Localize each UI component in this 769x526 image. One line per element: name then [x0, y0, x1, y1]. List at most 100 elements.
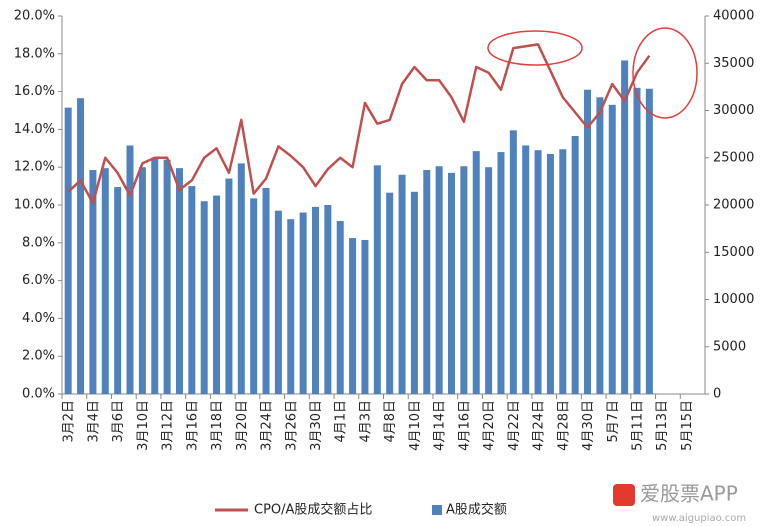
- watermark: 爱股票APP: [640, 482, 738, 506]
- highlight-ellipse: [632, 27, 698, 119]
- x-tick-label: 3月16日: [185, 400, 200, 451]
- y2-tick-label: 10000: [713, 292, 754, 307]
- bar: [250, 198, 258, 394]
- bar: [175, 168, 183, 394]
- x-tick-label: 4月28日: [556, 400, 571, 451]
- bar: [361, 239, 369, 394]
- bar: [188, 186, 196, 394]
- x-tick-label: 3月18日: [210, 400, 225, 451]
- x-tick-label: 3月10日: [136, 400, 151, 451]
- bar: [373, 165, 381, 394]
- bar: [509, 130, 517, 394]
- y-tick-label: 0.0%: [22, 387, 55, 402]
- y2-tick-label: 5000: [713, 339, 746, 354]
- bar: [200, 201, 208, 394]
- y-tick-label: 6.0%: [22, 273, 55, 288]
- x-tick-label: 4月8日: [383, 400, 398, 443]
- watermark-url: www.aigupiao.com: [652, 513, 746, 524]
- bar: [274, 210, 282, 394]
- x-tick-label: 3月30日: [309, 400, 324, 451]
- bar: [163, 159, 171, 394]
- bar: [114, 187, 122, 394]
- y2-tick-label: 25000: [713, 150, 754, 165]
- bar: [423, 170, 431, 394]
- legend-swatch: [432, 505, 442, 515]
- x-tick-label: 3月12日: [161, 400, 176, 451]
- y-tick-label: 8.0%: [22, 235, 55, 250]
- x-tick-label: 4月24日: [532, 400, 547, 451]
- bar: [89, 170, 97, 394]
- x-tick-label: 4月16日: [457, 400, 472, 451]
- bar: [386, 192, 394, 394]
- legend-label: A股成交额: [446, 502, 507, 518]
- bar: [621, 60, 629, 394]
- bar: [64, 107, 72, 394]
- bar: [311, 206, 319, 394]
- x-tick-label: 4月22日: [507, 400, 522, 451]
- bar: [336, 221, 344, 394]
- y2-tick-label: 15000: [713, 245, 754, 260]
- y-tick-label: 4.0%: [22, 311, 55, 326]
- bar: [138, 167, 146, 394]
- bar: [522, 145, 530, 394]
- x-tick-label: 5月7日: [606, 400, 621, 443]
- x-tick-label: 3月20日: [235, 400, 250, 451]
- y-tick-label: 16.0%: [14, 84, 55, 99]
- x-tick-label: 3月6日: [111, 400, 126, 443]
- bar: [126, 145, 134, 394]
- bar: [77, 98, 85, 394]
- bar: [299, 212, 307, 394]
- y-tick-label: 18.0%: [14, 46, 55, 61]
- y-tick-label: 12.0%: [14, 160, 55, 175]
- bar: [151, 157, 159, 394]
- bar: [225, 178, 233, 394]
- bar: [448, 172, 456, 394]
- bar: [287, 219, 295, 394]
- x-tick-label: 5月11日: [630, 400, 645, 451]
- bar: [472, 151, 480, 394]
- x-tick-label: 4月10日: [408, 400, 423, 451]
- x-tick-label: 4月14日: [433, 400, 448, 451]
- bar: [410, 191, 418, 394]
- watermark-icon: [613, 484, 635, 506]
- bar: [237, 163, 245, 394]
- bar: [546, 153, 554, 394]
- bar: [497, 152, 505, 394]
- y2-tick-label: 35000: [713, 56, 754, 71]
- x-tick-label: 4月3日: [358, 400, 373, 443]
- bar: [324, 205, 332, 394]
- bar: [485, 167, 493, 394]
- bar: [571, 136, 579, 394]
- bar: [213, 195, 221, 394]
- x-tick-label: 3月26日: [284, 400, 299, 451]
- x-tick-label: 3月24日: [260, 400, 275, 451]
- y2-tick-label: 20000: [713, 198, 754, 213]
- line: [67, 43, 651, 205]
- x-tick-label: 4月1日: [334, 400, 349, 443]
- legend-label: CPO/A股成交额占比: [254, 502, 372, 518]
- y-tick-label: 10.0%: [14, 198, 55, 213]
- x-tick-label: 5月15日: [680, 400, 695, 451]
- y2-tick-label: 30000: [713, 103, 754, 118]
- bar: [534, 150, 542, 394]
- bar: [460, 166, 468, 394]
- y-tick-label: 2.0%: [22, 349, 55, 364]
- bar: [608, 104, 616, 394]
- x-tick-label: 4月30日: [581, 400, 596, 451]
- bar: [645, 88, 653, 394]
- x-tick-label: 5月13日: [655, 400, 670, 451]
- bar: [435, 166, 443, 394]
- highlight-ellipse: [487, 30, 583, 66]
- bar: [349, 238, 357, 394]
- bar: [633, 87, 641, 394]
- bar: [584, 89, 592, 395]
- bar: [596, 97, 604, 395]
- x-tick-label: 4月20日: [482, 400, 497, 451]
- y2-tick-label: 40000: [713, 9, 754, 24]
- y-tick-label: 20.0%: [14, 9, 55, 24]
- y2-tick-label: 0: [713, 387, 721, 402]
- bar: [398, 174, 406, 394]
- y-tick-label: 14.0%: [14, 122, 55, 137]
- x-tick-label: 3月4日: [86, 400, 101, 443]
